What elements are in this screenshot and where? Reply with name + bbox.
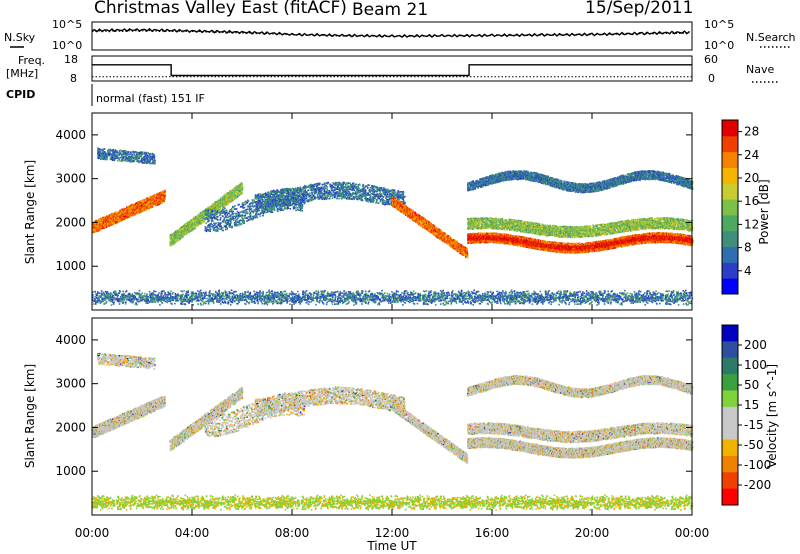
station-title: Christmas Valley East (fitACF) [94, 0, 347, 18]
freq-label: Freq. [18, 54, 45, 67]
power-echo-point [129, 216, 131, 218]
freq-unit-label: [MHz] [6, 67, 38, 80]
freq-right-top-tick: 60 [704, 53, 718, 66]
nsky-label: N.Sky [4, 31, 36, 44]
noise-right-top-tick: 10^5 [704, 18, 734, 31]
freq-panel-frame [92, 56, 692, 81]
nsearch-label: N.Search [746, 31, 796, 44]
noise-left-bottom-tick: 10^0 [52, 39, 82, 52]
cpid-label: CPID [6, 88, 35, 101]
rti-figure: Christmas Valley East (fitACF) Beam 21 1… [0, 0, 800, 554]
date-label: 15/Sep/2011 [585, 0, 693, 18]
freq-left-top-tick: 18 [64, 53, 78, 66]
noise-panel-frame [92, 22, 692, 50]
noise-right-bottom-tick: 10^0 [704, 39, 734, 52]
beam-label: Beam 21 [352, 0, 428, 20]
freq-series-line [92, 65, 692, 76]
nsky-series-line [92, 29, 690, 37]
freq-right-bottom-tick: 0 [708, 72, 715, 85]
freq-left-bottom-tick: 8 [70, 72, 77, 85]
nave-label: Nave [746, 63, 774, 76]
cpid-value: normal (fast) 151 IF [96, 92, 205, 105]
power-scatter-points [92, 148, 693, 306]
noise-left-top-tick: 10^5 [52, 18, 82, 31]
